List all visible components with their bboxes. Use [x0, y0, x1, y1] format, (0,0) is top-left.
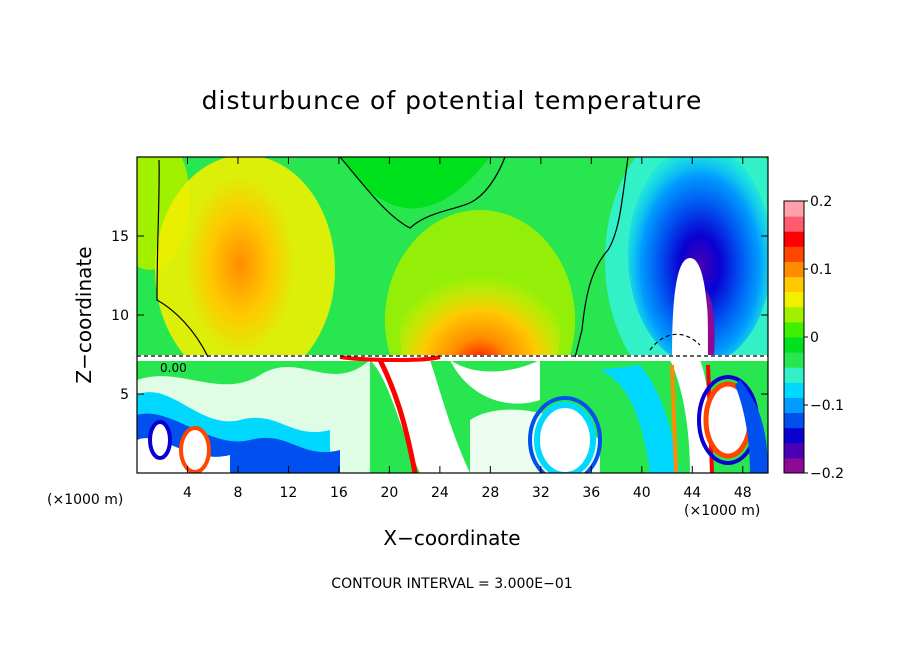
- colorbar-segment: [784, 321, 804, 338]
- colorbar-segment: [784, 382, 804, 398]
- colorbar-segment: [784, 397, 804, 414]
- colorbar-segment: [784, 352, 804, 368]
- chart-title: disturbunce of potential temperature: [201, 86, 703, 115]
- colorbar-segment: [784, 367, 804, 383]
- colorbar-segment: [784, 442, 804, 459]
- colorbar-segment: [784, 306, 804, 323]
- y-tick-label: 15: [111, 229, 129, 245]
- y-axis-label: Z−coordinate: [72, 246, 96, 384]
- x-tick-label: 48: [734, 485, 752, 501]
- field-green-notch: [340, 157, 490, 209]
- colorbar-segment: [784, 412, 804, 429]
- x-tick-label: 4: [183, 485, 192, 501]
- contour-labels: 0.00: [160, 361, 187, 375]
- colorbar-segment: [784, 216, 804, 232]
- colorbar-tick-label: 0: [810, 330, 819, 346]
- colorbar-segment: [784, 427, 804, 444]
- field-orange-right: [400, 260, 560, 357]
- colorbar-tick-label: −0.2: [810, 466, 844, 482]
- x-tick-label: 40: [633, 485, 651, 501]
- colorbar: 0.2 0.1 0 −0.1 −0.2: [783, 194, 844, 482]
- colorbar-segment: [784, 246, 804, 262]
- contour-interval-label: CONTOUR INTERVAL = 3.000E−01: [331, 576, 573, 592]
- colorbar-segment: [784, 291, 804, 308]
- x-tick-label: 32: [532, 485, 550, 501]
- x-tick-label: 12: [280, 485, 298, 501]
- field-blue: [628, 157, 768, 357]
- x-tick-label: 36: [582, 485, 600, 501]
- x-tick-label: 16: [330, 485, 348, 501]
- field-orange-left: [185, 175, 295, 355]
- colorbar-segment: [784, 261, 804, 278]
- y-axis: 5 10 15: [111, 229, 768, 403]
- colorbar-segment: [784, 231, 804, 247]
- x-axis-label: X−coordinate: [383, 526, 521, 550]
- y-tick-label: 5: [120, 387, 129, 403]
- lower-layer: [137, 355, 768, 473]
- colorbar-segment: [784, 457, 804, 474]
- colorbar-segment: [784, 201, 804, 217]
- y-tick-label: 10: [111, 308, 129, 324]
- field-white-core: [672, 258, 710, 357]
- colorbar-tick-label: 0.1: [810, 262, 832, 278]
- field-purple-edge: [706, 290, 715, 357]
- upper-field: [137, 157, 768, 357]
- x-axis: 4 8 12 16 20 24 28 32 36 40 44 48: [183, 157, 752, 501]
- x-unit-label-left: (×1000 m): [47, 492, 124, 508]
- colorbar-tick-label: −0.1: [810, 398, 844, 414]
- colorbar-segment: [784, 276, 804, 293]
- x-unit-label-right: (×1000 m): [684, 503, 761, 519]
- plot-area: [137, 156, 768, 473]
- x-tick-label: 8: [233, 485, 242, 501]
- contour-lines: [137, 156, 768, 358]
- contour-label: 0.00: [160, 361, 187, 375]
- x-tick-label: 44: [683, 485, 701, 501]
- colorbar-segment: [784, 337, 804, 353]
- x-tick-label: 24: [431, 485, 449, 501]
- x-tick-label: 20: [380, 485, 398, 501]
- x-tick-label: 28: [481, 485, 499, 501]
- colorbar-tick-label: 0.2: [810, 194, 832, 210]
